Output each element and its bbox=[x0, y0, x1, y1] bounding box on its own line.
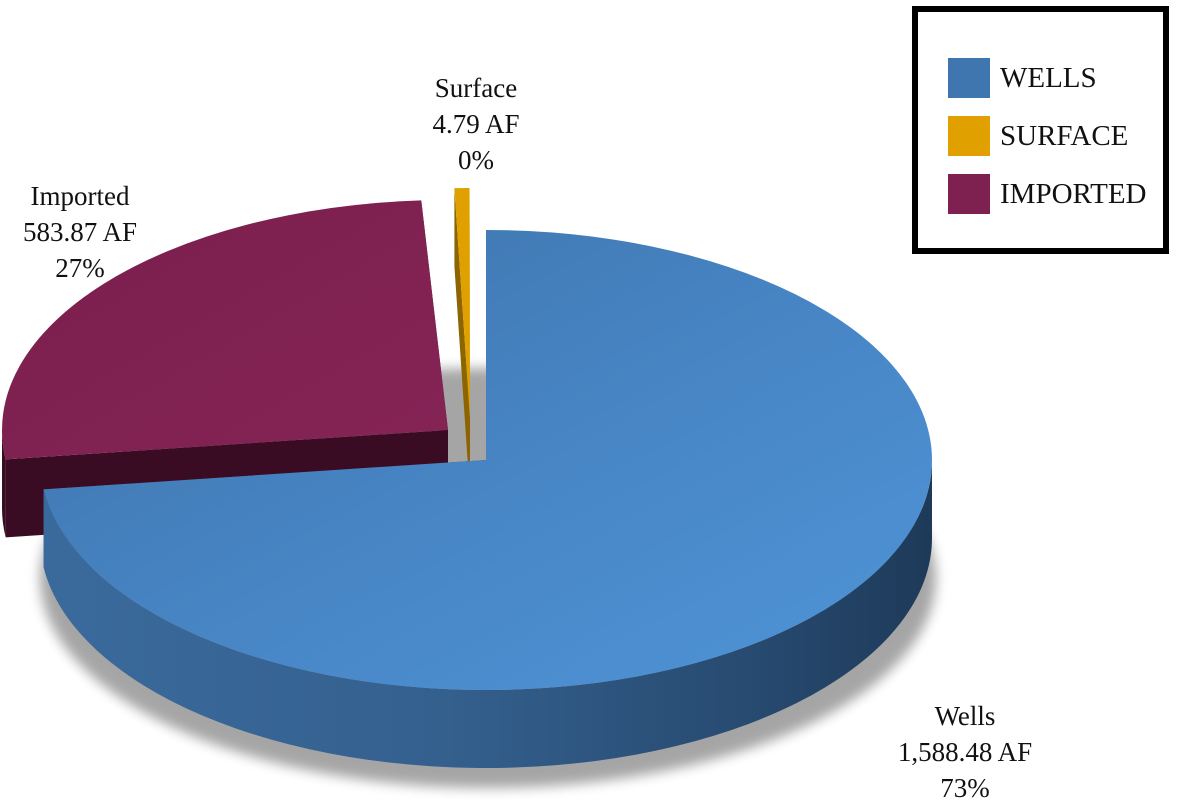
slice-imported-label-line: 27% bbox=[55, 253, 105, 283]
slice-wells bbox=[43, 230, 933, 768]
slice-wells-label-line: 1,588.48 AF bbox=[898, 737, 1032, 767]
slice-wells-label: Wells 1,588.48 AF 73% bbox=[898, 701, 1032, 803]
slice-wells-label-line: 73% bbox=[940, 773, 990, 803]
slice-imported-label: Imported 583.87 AF 27% bbox=[23, 181, 137, 283]
slice-imported-label-line: 583.87 AF bbox=[23, 217, 137, 247]
slice-surface-wall bbox=[454, 188, 470, 496]
slice-surface bbox=[454, 188, 470, 496]
legend-item-wells: WELLS bbox=[948, 58, 1097, 98]
slice-wells-top bbox=[43, 230, 933, 691]
legend-swatch bbox=[948, 58, 990, 98]
legend-label: IMPORTED bbox=[1000, 177, 1147, 210]
legend-item-surface: SURFACE bbox=[948, 116, 1128, 156]
slice-imported-label-line: Imported bbox=[31, 181, 130, 211]
slice-surface-top bbox=[454, 188, 470, 418]
slice-surface-label: Surface 4.79 AF 0% bbox=[432, 73, 519, 175]
legend-item-imported: IMPORTED bbox=[948, 174, 1147, 214]
legend: WELLS SURFACE IMPORTED bbox=[912, 6, 1169, 254]
slice-surface-label-line: Surface bbox=[435, 73, 517, 103]
legend-swatch bbox=[948, 116, 990, 156]
slice-wells-side bbox=[43, 460, 933, 768]
slice-surface-label-line: 0% bbox=[458, 145, 494, 175]
legend-label: SURFACE bbox=[1000, 119, 1129, 152]
legend-label: WELLS bbox=[1000, 61, 1097, 94]
slice-imported-side bbox=[2, 430, 6, 538]
slice-surface-label-line: 4.79 AF bbox=[432, 109, 519, 139]
slice-imported-top bbox=[2, 200, 449, 460]
slice-wells-label-line: Wells bbox=[935, 701, 996, 731]
legend-swatch bbox=[948, 174, 990, 214]
